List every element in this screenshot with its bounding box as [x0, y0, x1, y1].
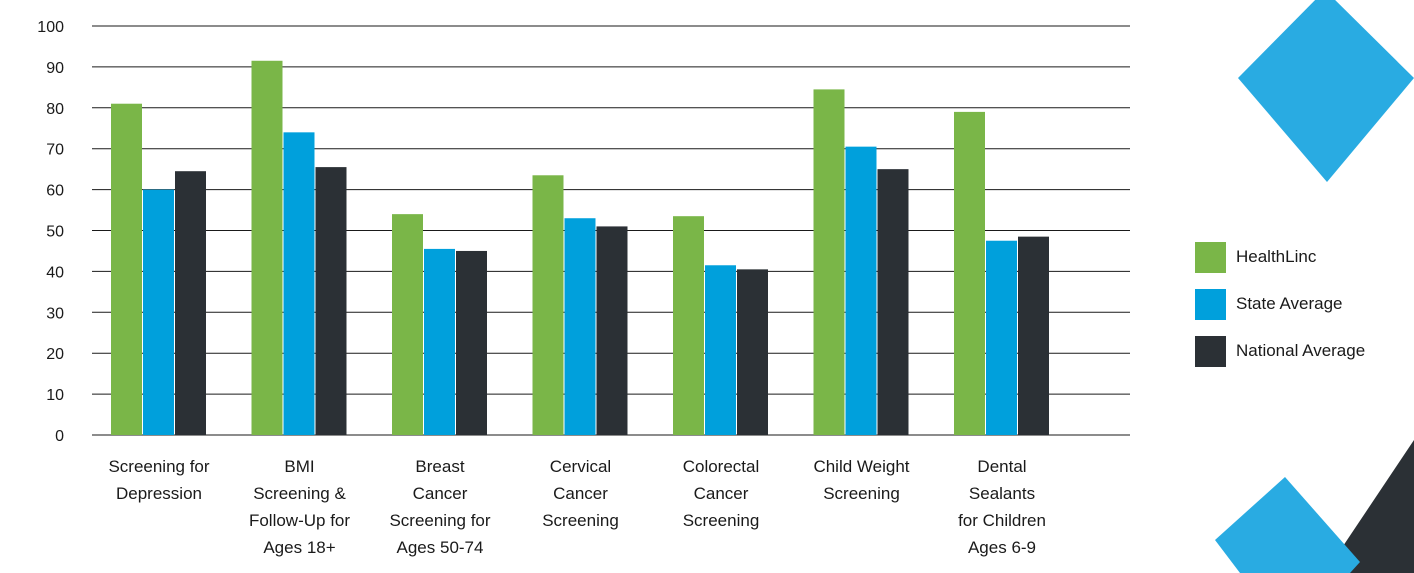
x-category-label: Follow-Up for: [249, 511, 350, 530]
bar-state-average: [143, 189, 174, 435]
x-category-label: Ages 6-9: [968, 538, 1036, 557]
bar-state-average: [424, 248, 455, 435]
legend-item: National Average: [1195, 335, 1365, 367]
bar-national-average: [456, 250, 487, 435]
x-category-label: Screening: [542, 511, 619, 530]
x-category-label: Ages 50-74: [397, 538, 484, 557]
y-tick-label: 30: [46, 305, 64, 322]
legend-item: HealthLinc: [1195, 241, 1365, 273]
legend-swatch: [1195, 335, 1226, 367]
legend-label: State Average: [1236, 294, 1343, 313]
decorative-diamond-top: [1238, 0, 1414, 182]
bar-healthlinc: [813, 89, 845, 436]
x-category-label: Screening: [823, 484, 900, 503]
legend-swatch: [1195, 241, 1226, 273]
bar-healthlinc: [673, 216, 704, 435]
y-tick-label: 70: [46, 142, 64, 159]
x-category-label: Colorectal: [683, 457, 760, 476]
bar-national-average: [315, 167, 347, 436]
bar-healthlinc: [251, 60, 283, 435]
x-category-label: BMI: [284, 457, 314, 476]
light-blue-diamond-shape-2: [1215, 477, 1360, 573]
x-category-label: Cancer: [694, 484, 749, 503]
dark-triangle-shape-2: [1325, 440, 1414, 573]
x-category-label: Screening: [683, 511, 760, 530]
bar-healthlinc: [954, 111, 985, 435]
bar-healthlinc: [392, 214, 423, 435]
x-category-label: Child Weight: [813, 457, 909, 476]
bar-chart: 0 10 20 30 40 50 60 70 80 90 100 Screening for Depr…: [37, 19, 1130, 557]
x-axis-labels: Screening for Depression BMI Screening & Fol…: [108, 457, 1046, 557]
legend: HealthLinc State Average National Average: [1195, 241, 1365, 382]
x-category-label: Cancer: [413, 484, 468, 503]
bar-national-average: [1018, 236, 1049, 435]
x-category-label: Screening &: [253, 484, 346, 503]
bar-national-average: [877, 169, 909, 435]
y-tick-label: 20: [46, 346, 64, 363]
y-tick-label: 0: [55, 428, 64, 445]
bars: [111, 60, 1049, 436]
bar-state-average: [845, 146, 877, 435]
y-axis-ticks: 0 10 20 30 40 50 60 70 80 90 100: [37, 19, 64, 445]
bar-state-average: [564, 218, 596, 435]
y-tick-label: 90: [46, 60, 64, 77]
y-tick-label: 60: [46, 183, 64, 200]
bar-state-average: [705, 265, 736, 435]
x-category-label: Cervical: [550, 457, 611, 476]
legend-label: HealthLinc: [1236, 247, 1317, 266]
y-tick-label: 40: [46, 264, 64, 281]
bar-healthlinc: [532, 175, 564, 435]
x-category-label: Ages 18+: [263, 538, 335, 557]
bar-national-average: [175, 171, 206, 435]
x-category-label: Screening for: [108, 457, 209, 476]
y-tick-label: 100: [37, 19, 64, 36]
bar-state-average: [283, 132, 315, 435]
x-category-label: Cancer: [553, 484, 608, 503]
bar-national-average: [737, 269, 768, 435]
y-tick-label: 10: [46, 387, 64, 404]
y-tick-label: 50: [46, 224, 64, 241]
legend-swatch: [1195, 288, 1226, 320]
x-category-label: Depression: [116, 484, 202, 503]
bar-national-average: [596, 226, 628, 435]
x-category-label: Dental: [977, 457, 1026, 476]
legend-item: State Average: [1195, 288, 1365, 320]
y-tick-label: 80: [46, 101, 64, 118]
bar-state-average: [986, 240, 1017, 435]
x-category-label: for Children: [958, 511, 1046, 530]
x-category-label: Breast: [415, 457, 464, 476]
x-category-label: Screening for: [389, 511, 490, 530]
bar-healthlinc: [111, 103, 142, 436]
legend-label: National Average: [1236, 341, 1366, 360]
decorative-diamond-bottom: [1215, 440, 1414, 573]
light-blue-diamond-shape: [1238, 0, 1414, 182]
x-category-label: Sealants: [969, 484, 1035, 503]
